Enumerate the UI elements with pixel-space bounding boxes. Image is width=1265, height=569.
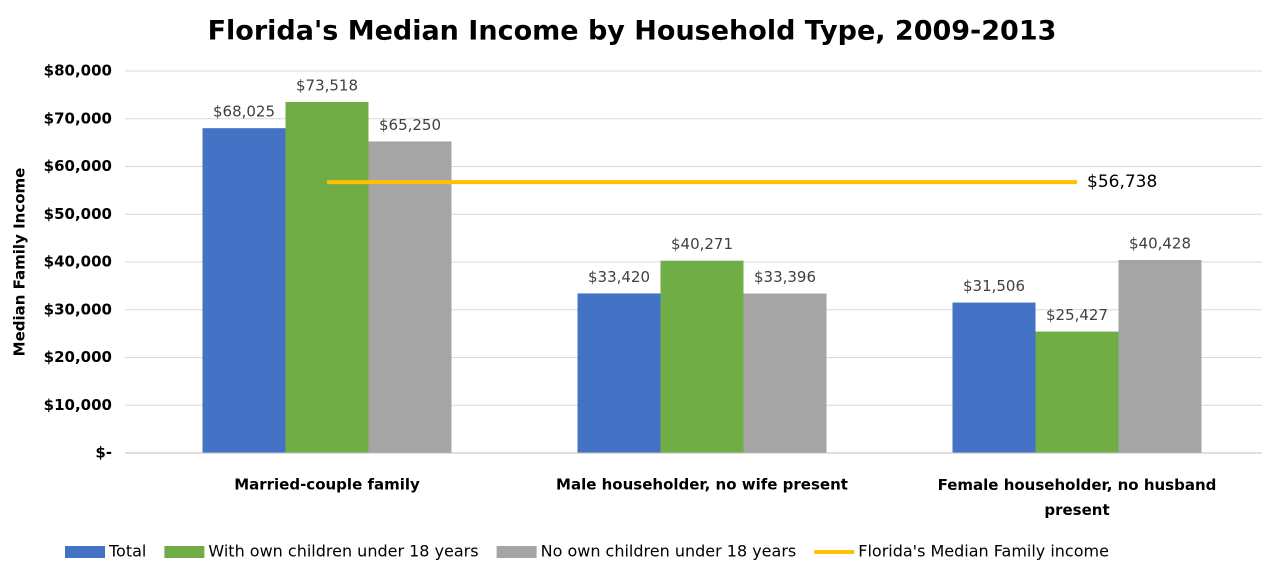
y-tick-label: $40,000 (44, 253, 112, 271)
y-tick-label: $- (95, 444, 112, 462)
data-label: $33,420 (588, 268, 650, 286)
bar (952, 302, 1036, 453)
bar (368, 141, 452, 453)
y-tick-label: $60,000 (44, 157, 112, 175)
data-label: $65,250 (379, 116, 441, 134)
legend-label: With own children under 18 years (208, 542, 478, 561)
reference-label: $56,738 (1087, 172, 1157, 192)
data-label: $68,025 (213, 103, 275, 121)
data-label: $40,428 (1129, 234, 1191, 252)
data-label: $25,427 (1046, 306, 1108, 324)
x-tick-label: Married-couple family (234, 476, 420, 494)
y-tick-label: $80,000 (44, 62, 112, 80)
legend-label: Total (108, 542, 146, 561)
legend-swatch (496, 546, 537, 558)
y-axis-label: Median Family Income (11, 168, 29, 357)
x-tick-label: Female householder, no husband present (938, 476, 1217, 519)
legend-swatch (164, 546, 205, 558)
data-label: $40,271 (671, 235, 733, 253)
bar (660, 260, 744, 453)
y-tick-label: $10,000 (44, 396, 112, 414)
bar (1035, 331, 1119, 453)
bar (1118, 259, 1202, 453)
legend-label: Florida's Median Family income (858, 542, 1109, 561)
data-label: $31,506 (963, 277, 1025, 295)
y-tick-label: $20,000 (44, 348, 112, 366)
x-tick-label: Male householder, no wife present (556, 476, 848, 494)
chart-title: Florida's Median Income by Household Typ… (208, 16, 1057, 47)
bar (202, 128, 286, 454)
data-label: $33,396 (754, 268, 816, 286)
legend-label: No own children under 18 years (541, 542, 797, 561)
legend-swatch (65, 546, 105, 558)
y-tick-label: $70,000 (44, 109, 112, 127)
x-tick-label-line: Female householder, no husband (938, 476, 1217, 494)
bar (743, 293, 827, 453)
y-tick-label: $50,000 (44, 205, 112, 223)
x-tick-label-line: present (1044, 501, 1109, 519)
y-tick-label: $30,000 (44, 300, 112, 318)
bar (577, 293, 661, 453)
data-label: $73,518 (296, 76, 358, 94)
bar (285, 101, 369, 454)
